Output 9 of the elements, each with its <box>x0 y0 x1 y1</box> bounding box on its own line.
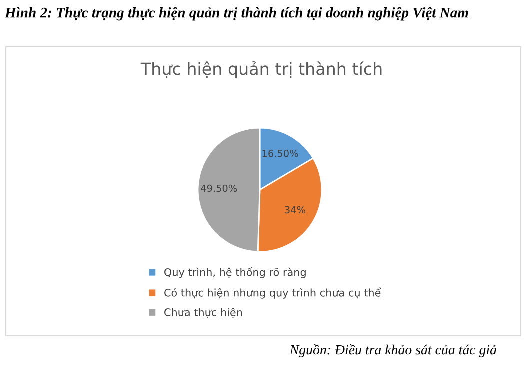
data-label: 49.50% <box>201 184 238 192</box>
data-label: 34% <box>285 206 306 214</box>
legend-label: Quy trình, hệ thống rõ ràng <box>164 267 306 278</box>
chart-subtitle: Thực hiện quản trị thành tích <box>140 62 382 78</box>
chart-title: Hình 2: Thực trạng thực hiện quản trị thành tích tại doanh nghiệp Việt Nam <box>4 7 468 21</box>
text: Nguồn: Điều tra khảo sát của tác giả <box>290 344 496 358</box>
data-label: 16.50% <box>262 150 298 158</box>
legend-label: Có thực hiện nhưng quy trình chưa cụ thể <box>164 288 382 299</box>
legend-label: Chưa thực hiện <box>164 308 242 318</box>
